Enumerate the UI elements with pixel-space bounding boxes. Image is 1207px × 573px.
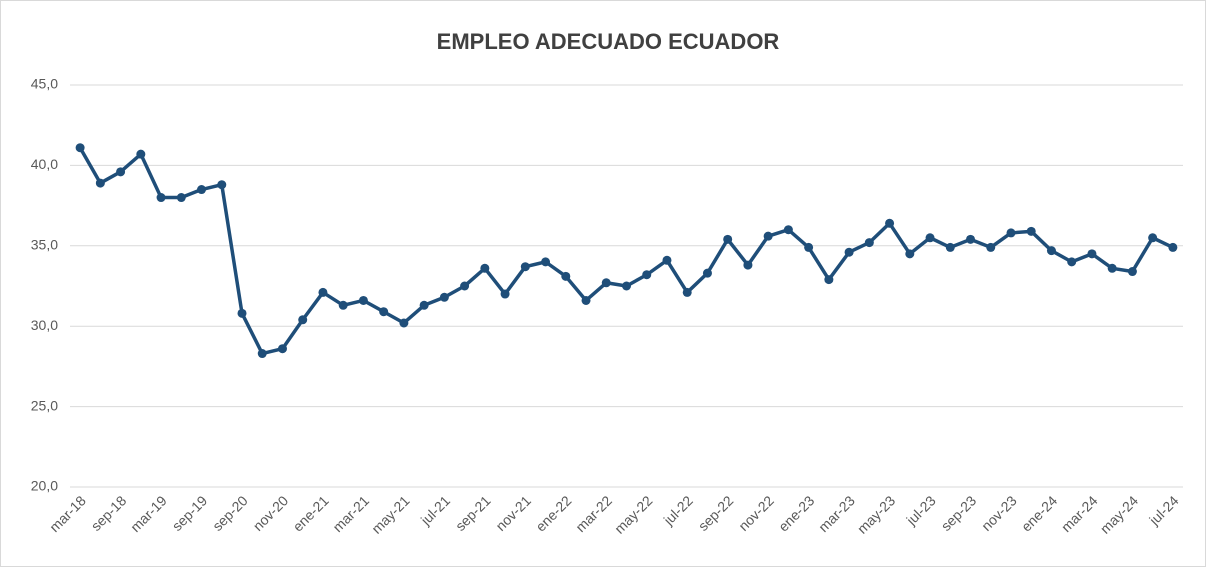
- y-tick-label: 30,0: [31, 317, 58, 333]
- data-point: [864, 238, 874, 248]
- data-point: [1046, 246, 1056, 256]
- data-point: [945, 242, 955, 252]
- data-point: [966, 234, 976, 244]
- data-point: [601, 278, 611, 288]
- data-point: [905, 249, 915, 259]
- y-tick-label: 20,0: [31, 478, 58, 494]
- data-point: [156, 193, 166, 203]
- data-point: [1168, 242, 1178, 252]
- y-tick-label: 40,0: [31, 156, 58, 172]
- data-point: [338, 300, 348, 310]
- data-point: [622, 281, 631, 291]
- data-point: [723, 234, 733, 244]
- data-point: [318, 287, 328, 297]
- data-point: [682, 287, 692, 297]
- data-point: [197, 185, 207, 195]
- data-point: [176, 193, 186, 203]
- data-point: [1067, 257, 1077, 267]
- data-point: [763, 231, 773, 241]
- data-point: [1026, 226, 1036, 236]
- data-point: [358, 295, 368, 305]
- data-point: [480, 263, 490, 273]
- data-point: [419, 300, 429, 310]
- data-point: [702, 268, 712, 278]
- data-point: [783, 225, 793, 235]
- data-point: [1148, 233, 1158, 243]
- data-point: [925, 233, 935, 243]
- data-point: [75, 143, 85, 153]
- data-point: [1087, 249, 1097, 259]
- data-point: [277, 344, 287, 354]
- data-point: [237, 308, 247, 318]
- data-point: [379, 307, 389, 317]
- data-point: [500, 289, 510, 299]
- data-point: [844, 247, 854, 257]
- data-point: [581, 295, 591, 305]
- data-point: [136, 149, 146, 159]
- data-point: [95, 178, 105, 188]
- data-point: [642, 270, 652, 280]
- y-tick-label: 45,0: [31, 76, 58, 92]
- data-point: [439, 292, 449, 302]
- data-point: [986, 242, 996, 252]
- data-point: [561, 271, 571, 281]
- data-point: [885, 218, 895, 228]
- chart-title: EMPLEO ADECUADO ECUADOR: [437, 29, 780, 54]
- data-point: [217, 180, 227, 190]
- data-point: [804, 242, 814, 252]
- y-tick-label: 35,0: [31, 237, 58, 253]
- data-point: [116, 167, 126, 177]
- data-point: [1127, 267, 1137, 277]
- data-point: [298, 315, 308, 325]
- data-point: [1006, 228, 1016, 238]
- data-point: [460, 281, 470, 291]
- y-tick-label: 25,0: [31, 397, 58, 413]
- data-point: [824, 275, 834, 285]
- data-point: [541, 257, 551, 267]
- data-point: [399, 318, 409, 328]
- data-point: [743, 260, 753, 270]
- data-point: [520, 262, 530, 272]
- data-point: [257, 349, 267, 359]
- data-point: [1107, 263, 1117, 273]
- data-point: [662, 255, 672, 265]
